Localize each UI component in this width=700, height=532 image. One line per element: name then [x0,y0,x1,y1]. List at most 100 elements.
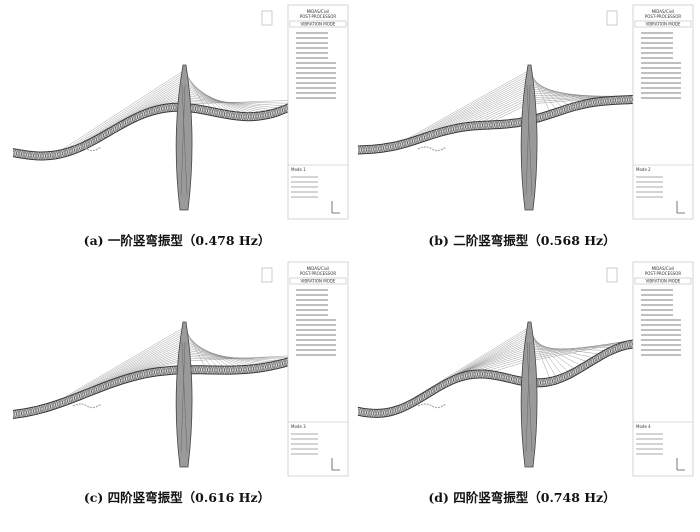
cable [184,334,223,367]
cable [529,95,617,97]
cable [459,347,529,374]
cable [67,73,184,149]
side-panel [287,4,349,220]
cable [529,73,556,109]
deck-truss [357,93,649,155]
cable [418,75,529,136]
program: MIDAS/Civil [307,9,330,14]
axis-icon [331,201,340,214]
cable [184,336,229,367]
program: MIDAS/Civil [652,266,675,271]
cable [482,356,529,371]
deformed-ghost [72,403,102,409]
deck-truss [357,339,649,418]
program: MIDAS/Civil [307,266,330,271]
cable [184,355,296,362]
pylon-hatch [525,84,533,196]
caption: (d) 四阶竖弯振型（0.748 Hz） [428,490,615,505]
cable [137,356,184,372]
axis-icon [331,458,340,471]
view-box [289,277,347,285]
view-box [634,20,692,28]
cable [471,95,529,123]
cable [102,343,184,384]
cable [430,79,529,132]
cable [62,327,184,399]
pylon [175,64,193,211]
view: VIBRATION MODE [301,22,336,27]
view-box [634,277,692,285]
cable [108,345,184,381]
cable [85,79,184,142]
caption: (c) 四阶竖弯振型（0.616 Hz） [84,490,270,505]
pylon [520,64,538,211]
mode: Mode 2 [636,167,651,172]
cable [413,73,529,138]
cable [184,70,205,107]
cable [529,338,580,366]
cable [184,354,278,361]
view: VIBRATION MODE [646,279,681,284]
logo [606,10,618,26]
cable [494,360,529,372]
logo [606,267,618,283]
cable [529,339,635,359]
cable [91,338,184,388]
cable [424,77,529,134]
mode: Mode 1 [291,167,306,172]
cable [476,354,529,371]
cable [184,99,284,106]
deck-top [12,95,304,153]
cable [471,352,529,371]
module: POST-PROCESSOR [645,14,682,19]
cable [97,341,184,386]
cable [476,97,529,122]
module: POST-PROCESSOR [300,14,337,19]
cable [482,99,529,122]
cable [73,75,184,147]
view: VIBRATION MODE [301,279,336,284]
view: VIBRATION MODE [646,22,681,27]
pylon-hatch [525,341,533,453]
pylon [520,321,538,468]
pylon-hatch [180,84,188,196]
module: POST-PROCESSOR [300,271,337,276]
pylon-hatch [180,341,188,453]
logo [261,10,273,26]
cable [131,354,184,374]
cable [447,86,529,127]
cable [529,79,574,103]
module: POST-PROCESSOR [645,271,682,276]
cable [73,332,184,395]
cable [91,81,184,139]
deck-truss [12,96,304,161]
cable [465,92,529,124]
mode: Mode 3 [291,424,306,429]
cable [488,358,529,371]
deformed-ghost [417,403,447,409]
cable [529,340,629,357]
deck-band [358,339,648,418]
cable [488,101,529,122]
cable [436,81,529,130]
mode: Mode 4 [636,424,651,429]
cable [442,84,529,128]
deck-band [13,353,303,419]
cable [184,357,290,359]
cable [184,352,272,363]
side-panel [632,261,694,477]
cable [529,334,568,372]
cable [62,70,184,150]
deck-truss [12,353,304,419]
cable [407,70,529,139]
cable [184,101,290,104]
cable [114,347,184,379]
deck-band [13,96,303,160]
cable [126,352,184,376]
program: MIDAS/Civil [652,9,675,14]
cable [459,90,529,124]
cable [453,88,529,126]
